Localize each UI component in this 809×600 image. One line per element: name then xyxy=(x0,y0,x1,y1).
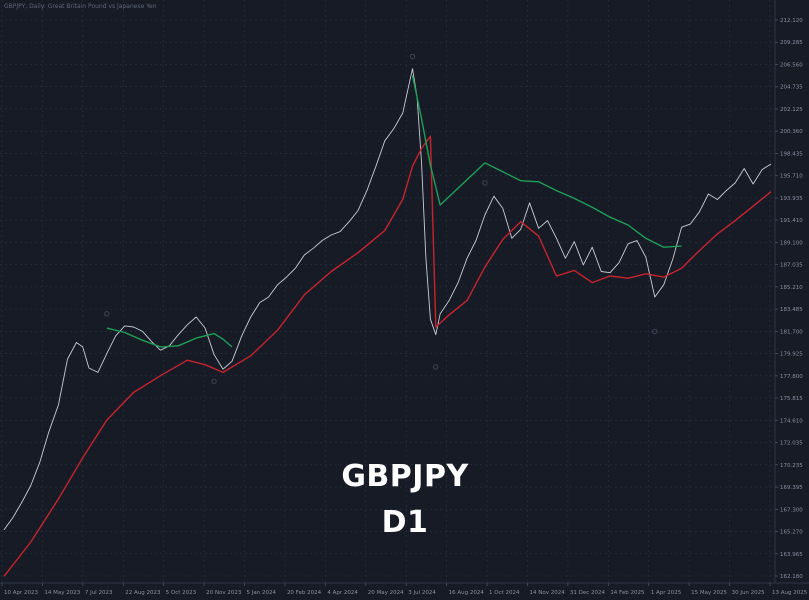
fractal-markers xyxy=(104,53,658,384)
grid xyxy=(0,0,775,583)
x-tick-label: 5 Oct 2023 xyxy=(166,590,197,596)
y-tick-label: 195.710 xyxy=(780,174,803,180)
x-tick-label: 15 May 2025 xyxy=(691,590,727,596)
y-tick-label: 183.485 xyxy=(780,307,803,313)
watermark-timeframe: D1 xyxy=(381,505,429,540)
watermark-symbol: GBPJPY xyxy=(341,459,469,494)
x-tick-label: 7 Jul 2023 xyxy=(85,590,113,596)
moving-average-slow xyxy=(3,135,772,577)
y-tick-label: 191.410 xyxy=(780,218,803,224)
x-tick-label: 4 Apr 2024 xyxy=(327,590,358,596)
y-tick-label: 193.935 xyxy=(780,196,803,202)
y-tick-label: 167.300 xyxy=(780,507,803,513)
fractal-marker xyxy=(104,310,110,317)
chart-info-label: GBPJPY, Daily: Great Britain Pound vs Ja… xyxy=(4,3,157,10)
x-tick-label: 20 May 2024 xyxy=(368,590,404,596)
y-tick-label: 189.100 xyxy=(780,240,803,246)
price-axis: 212.120 209.285 206.560 204.735 202.125 200.3… xyxy=(775,18,803,580)
x-tick-label: 20 Feb 2024 xyxy=(287,590,322,596)
x-tick-label: 14 May 2023 xyxy=(44,590,80,596)
fractal-marker xyxy=(482,180,488,186)
x-tick-label: 1 Apr 2025 xyxy=(651,590,682,596)
fractal-marker xyxy=(652,328,658,335)
x-tick-label: 22 Aug 2023 xyxy=(125,590,161,596)
y-tick-label: 202.125 xyxy=(780,107,803,113)
x-tick-label: 14 Feb 2025 xyxy=(610,590,645,596)
x-tick-label: 10 Apr 2023 xyxy=(4,590,39,596)
price-line xyxy=(3,68,772,531)
y-tick-label: 175.815 xyxy=(780,396,803,402)
fractal-marker xyxy=(409,53,416,60)
y-tick-label: 163.965 xyxy=(780,552,803,558)
y-tick-label: 177.800 xyxy=(780,374,803,380)
y-tick-label: 174.610 xyxy=(780,418,803,424)
y-tick-label: 204.735 xyxy=(780,85,803,91)
x-tick-label: 31 Dec 2024 xyxy=(570,590,606,596)
x-tick-label: 16 Aug 2024 xyxy=(449,590,485,596)
y-tick-label: 187.035 xyxy=(780,263,803,269)
y-tick-label: 169.395 xyxy=(780,485,803,491)
y-tick-label: 162.180 xyxy=(780,574,803,580)
fractal-marker xyxy=(211,378,217,384)
x-tick-label: 20 Nov 2023 xyxy=(206,590,242,596)
y-tick-label: 200.360 xyxy=(780,129,803,135)
time-axis: 10 Apr 2023 14 May 2023 7 Jul 2023 22 Aug 2… xyxy=(1,583,808,596)
fractal-marker xyxy=(433,364,439,370)
y-tick-label: 209.285 xyxy=(780,40,803,46)
y-tick-label: 179.925 xyxy=(780,352,803,358)
x-tick-label: 14 Nov 2024 xyxy=(529,590,565,596)
y-tick-label: 206.560 xyxy=(780,62,803,68)
y-tick-label: 212.120 xyxy=(780,18,803,24)
y-tick-label: 181.700 xyxy=(780,329,803,335)
moving-average-fast xyxy=(106,327,233,348)
x-tick-label: 1 Oct 2024 xyxy=(489,590,520,596)
y-tick-label: 198.435 xyxy=(780,151,803,157)
x-tick-label: 5 Jan 2024 xyxy=(247,590,277,596)
moving-average-fast xyxy=(411,75,682,248)
x-tick-label: 13 Aug 2025 xyxy=(772,590,808,596)
x-tick-label: 30 Jun 2025 xyxy=(732,590,766,596)
series-layer xyxy=(3,68,772,577)
y-tick-label: 170.235 xyxy=(780,463,803,469)
y-tick-label: 185.210 xyxy=(780,285,803,291)
y-tick-label: 165.270 xyxy=(780,530,803,536)
x-tick-label: 3 Jul 2024 xyxy=(408,590,436,596)
y-tick-label: 172.035 xyxy=(780,441,803,447)
